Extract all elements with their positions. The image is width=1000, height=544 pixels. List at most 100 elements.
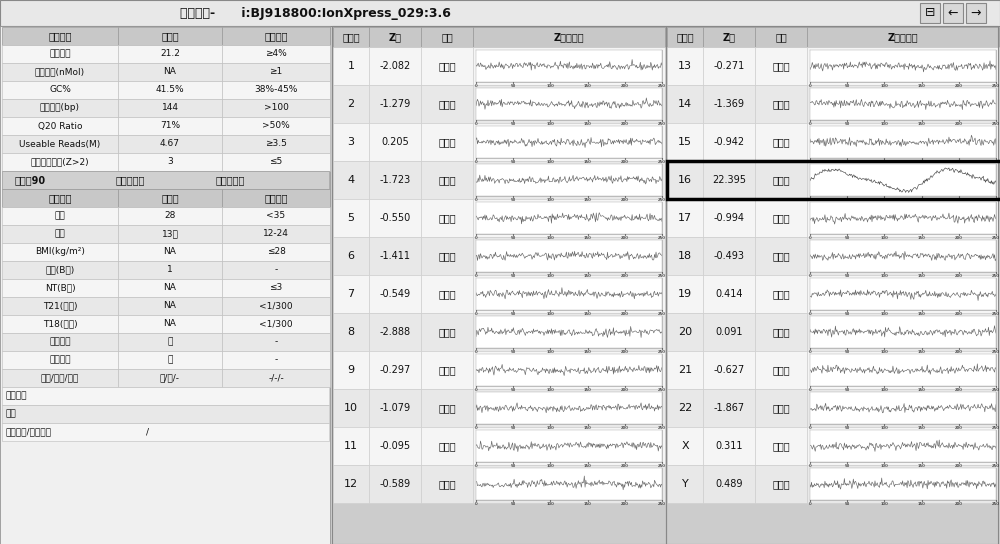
Bar	[703, 199, 755, 237]
Bar	[333, 199, 369, 237]
Bar	[810, 88, 996, 120]
Bar	[810, 164, 996, 196]
Text: 备注: 备注	[6, 410, 17, 418]
Bar	[222, 189, 330, 207]
Bar	[333, 389, 369, 427]
Bar	[755, 85, 807, 123]
Bar	[473, 389, 665, 427]
Bar	[333, 427, 369, 465]
Text: 胎儿浓度: 胎儿浓度	[49, 50, 71, 59]
Text: 8: 8	[347, 327, 355, 337]
Text: -2.082: -2.082	[379, 61, 411, 71]
Text: 临床信息: 临床信息	[48, 193, 72, 203]
Bar	[473, 199, 665, 237]
Text: Y: Y	[682, 479, 688, 489]
Bar	[755, 27, 807, 47]
Bar	[2, 297, 118, 315]
Bar	[2, 117, 118, 135]
Bar	[807, 199, 999, 237]
Bar	[222, 45, 330, 63]
Text: 3: 3	[348, 137, 354, 147]
Bar	[332, 26, 666, 544]
Bar	[476, 50, 662, 82]
Text: 28: 28	[164, 212, 176, 220]
Bar	[222, 315, 330, 333]
Bar	[222, 297, 330, 315]
Bar	[667, 313, 703, 351]
Text: 21: 21	[678, 365, 692, 375]
Bar	[2, 315, 118, 333]
Text: 0.205: 0.205	[381, 137, 409, 147]
Bar	[703, 237, 755, 275]
Bar	[421, 161, 473, 199]
Text: 12-24: 12-24	[263, 230, 289, 238]
Text: 低风险: 低风险	[438, 289, 456, 299]
Text: NA: NA	[164, 283, 176, 293]
Bar	[755, 313, 807, 351]
Text: 年龄: 年龄	[55, 212, 65, 220]
Bar	[369, 237, 421, 275]
Text: 低风险: 低风险	[438, 137, 456, 147]
Text: T18(初筛): T18(初筛)	[43, 319, 77, 329]
Bar	[473, 351, 665, 389]
Bar	[807, 123, 999, 161]
Bar	[473, 313, 665, 351]
Text: 胎数(B超): 胎数(B超)	[45, 265, 75, 275]
Bar	[421, 313, 473, 351]
Text: NA: NA	[164, 248, 176, 257]
Text: 19: 19	[678, 289, 692, 299]
Bar	[667, 389, 703, 427]
Bar	[333, 161, 369, 199]
Text: 13周: 13周	[162, 230, 178, 238]
Bar	[369, 427, 421, 465]
Bar	[473, 237, 665, 275]
Text: 4: 4	[347, 175, 355, 185]
Bar	[810, 430, 996, 462]
Bar	[118, 27, 222, 45]
Bar	[2, 99, 118, 117]
Bar	[2, 333, 118, 351]
Bar	[118, 351, 222, 369]
Bar	[369, 47, 421, 85]
Bar	[667, 161, 1000, 199]
Bar	[703, 313, 755, 351]
Bar	[2, 423, 329, 441]
Text: 判定：合格: 判定：合格	[115, 175, 145, 185]
Text: -0.297: -0.297	[379, 365, 411, 375]
Text: ←: ←	[948, 7, 958, 20]
Text: 低风险: 低风险	[438, 61, 456, 71]
Bar	[703, 123, 755, 161]
Bar	[966, 3, 986, 23]
Text: 9: 9	[347, 365, 355, 375]
Text: NA: NA	[164, 319, 176, 329]
Bar	[807, 27, 999, 47]
Text: 低风险: 低风险	[772, 289, 790, 299]
Text: 低风险: 低风险	[772, 327, 790, 337]
Bar	[222, 81, 330, 99]
Bar	[222, 63, 330, 81]
Text: <1/300: <1/300	[259, 319, 293, 329]
Text: 低风险: 低风险	[772, 441, 790, 451]
Bar	[2, 81, 118, 99]
Text: NA: NA	[164, 67, 176, 77]
Bar	[755, 123, 807, 161]
Bar	[667, 161, 703, 199]
Text: 参考范围: 参考范围	[264, 31, 288, 41]
Bar	[2, 189, 118, 207]
Text: 20: 20	[678, 327, 692, 337]
Text: 低风险: 低风险	[438, 479, 456, 489]
Text: -1.079: -1.079	[379, 403, 411, 413]
Bar	[476, 354, 662, 386]
Bar	[807, 389, 999, 427]
Bar	[810, 316, 996, 348]
Bar	[118, 297, 222, 315]
Text: 提示: 提示	[775, 32, 787, 42]
Bar	[421, 465, 473, 503]
Bar	[118, 99, 222, 117]
Bar	[703, 47, 755, 85]
Bar	[2, 135, 118, 153]
Text: 1: 1	[167, 265, 173, 275]
Bar	[118, 189, 222, 207]
Text: -1.411: -1.411	[380, 251, 411, 261]
Bar	[2, 225, 118, 243]
